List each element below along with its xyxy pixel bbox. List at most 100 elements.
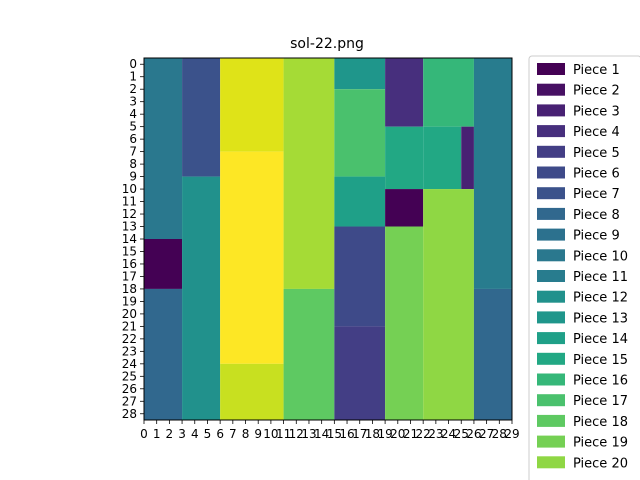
x-axis: 0 1 2 3 4 5 6 7 8 9 101112131415161718192021222324…: [140, 420, 520, 441]
chart-title: sol-22.png: [290, 36, 364, 52]
legend-swatch: [537, 270, 565, 282]
legend-label: Piece 15: [573, 353, 628, 368]
x-tick-label: 17: [352, 427, 367, 441]
heatmap-cell: [423, 58, 474, 127]
x-tick-label: 22: [416, 427, 431, 441]
x-tick-label: 24: [441, 427, 456, 441]
legend-swatch: [537, 290, 565, 303]
y-tick-label: 3: [129, 95, 137, 109]
heatmap-cell: [220, 58, 284, 152]
heatmap-cell: [334, 226, 386, 327]
heatmap-cell: [182, 176, 221, 420]
y-tick-label: 10: [122, 182, 137, 196]
heatmap-cell: [473, 58, 512, 289]
y-tick-label: 26: [122, 382, 137, 396]
x-tick-label: 19: [377, 427, 392, 441]
legend-swatch: [537, 63, 565, 75]
legend-label: Piece 7: [573, 187, 620, 202]
heatmap-cell: [220, 363, 284, 420]
y-tick-label: 9: [129, 170, 137, 184]
legend-swatch: [537, 435, 565, 448]
heatmap-cell: [283, 288, 335, 420]
y-tick-label: 12: [122, 207, 137, 221]
x-tick-label: 11: [276, 427, 291, 441]
x-tick-label: 6: [216, 427, 224, 441]
y-tick-label: 15: [122, 244, 137, 258]
x-tick-label: 2: [166, 427, 174, 441]
legend-swatch: [537, 228, 565, 241]
legend-swatch: [537, 187, 565, 200]
heatmap-cell: [385, 189, 424, 227]
legend-label: Piece 6: [573, 167, 620, 182]
x-tick-label: 7: [229, 427, 237, 441]
legend-label: Piece 8: [573, 208, 620, 223]
x-tick-label: 5: [204, 427, 212, 441]
legend-swatch: [537, 311, 565, 324]
legend-label: Piece 3: [573, 104, 620, 119]
heatmap-cell: [334, 326, 386, 420]
legend-swatch: [537, 207, 565, 220]
legend-swatch: [537, 394, 565, 407]
y-tick-label: 1: [129, 70, 137, 84]
legend-swatch: [537, 83, 565, 96]
legend-label: Piece 5: [573, 146, 620, 161]
y-tick-label: 7: [129, 145, 137, 159]
x-tick-label: 26: [466, 427, 481, 441]
legend-swatch: [537, 456, 565, 469]
legend-label: Piece 17: [573, 394, 628, 409]
x-tick-label: 9: [254, 427, 262, 441]
legend-swatch: [537, 145, 565, 158]
x-tick-label: 18: [365, 427, 380, 441]
y-tick-label: 19: [122, 294, 137, 308]
heatmap-cell: [385, 226, 424, 420]
legend-label: Piece 14: [573, 332, 628, 347]
legend-swatch: [537, 166, 565, 179]
y-tick-label: 23: [122, 344, 137, 358]
x-tick-label: 27: [479, 427, 494, 441]
heatmap-cell: [461, 126, 474, 190]
legend-label: Piece 19: [573, 436, 628, 451]
legend-label: Piece 1: [573, 63, 620, 78]
heatmap-cell: [334, 58, 386, 90]
x-tick-label: 0: [140, 427, 148, 441]
heatmap-cell: [144, 288, 183, 420]
y-tick-label: 24: [122, 357, 137, 371]
legend-label: Piece 4: [573, 125, 620, 140]
y-tick-label: 21: [122, 319, 137, 333]
y-tick-label: 0: [129, 57, 137, 71]
y-tick-label: 27: [122, 394, 137, 408]
legend-swatch: [537, 125, 565, 138]
legend-swatch: [537, 332, 565, 345]
y-tick-label: 5: [129, 120, 137, 134]
legend-label: Piece 12: [573, 291, 628, 306]
y-tick-label: 13: [122, 220, 137, 234]
y-tick-label: 11: [122, 195, 137, 209]
heatmap-cell: [283, 58, 335, 289]
x-tick-label: 8: [242, 427, 250, 441]
y-tick-label: 6: [129, 132, 137, 146]
y-tick-label: 20: [122, 307, 137, 321]
heatmap-cell: [144, 58, 183, 239]
x-tick-label: 15: [327, 427, 342, 441]
legend-swatch: [537, 352, 565, 365]
legend-label: Piece 18: [573, 415, 628, 430]
legend-label: Piece 16: [573, 374, 628, 389]
heatmap-cell: [334, 89, 386, 177]
y-tick-label: 14: [122, 232, 137, 246]
y-tick-label: 22: [122, 332, 137, 346]
heatmap-cell: [182, 58, 221, 177]
y-tick-label: 18: [122, 282, 137, 296]
heatmap-cell: [423, 126, 462, 190]
heatmap-cell: [385, 58, 424, 127]
legend-swatch: [537, 104, 565, 117]
heatmap-cell: [220, 151, 284, 364]
y-tick-label: 8: [129, 157, 137, 171]
heatmap-cell: [334, 176, 386, 227]
x-tick-label: 13: [301, 427, 316, 441]
x-tick-label: 12: [289, 427, 304, 441]
x-tick-label: 29: [504, 427, 519, 441]
legend-label: Piece 20: [573, 456, 628, 471]
y-tick-label: 28: [122, 407, 137, 421]
y-tick-label: 17: [122, 269, 137, 283]
